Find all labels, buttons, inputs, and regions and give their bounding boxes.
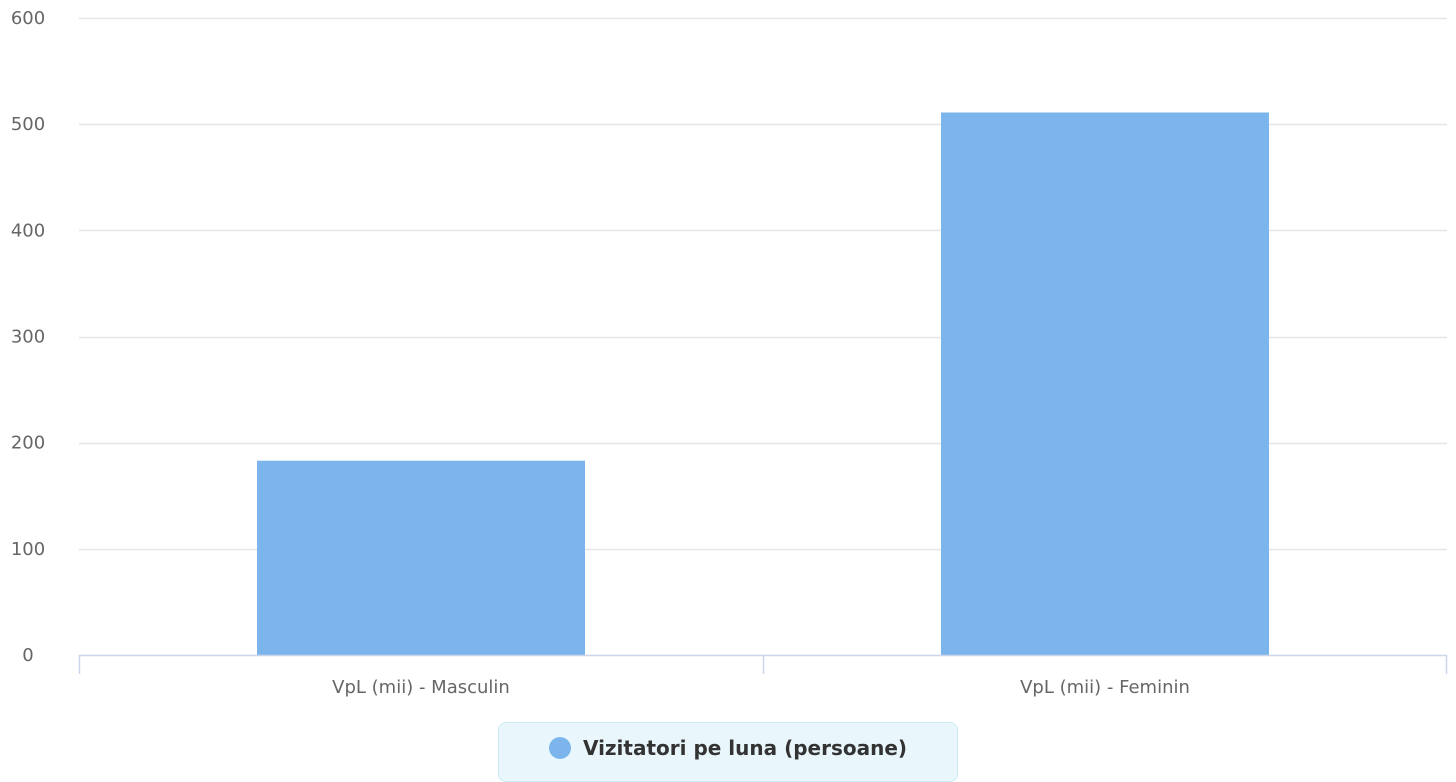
bar[interactable] bbox=[257, 460, 585, 655]
y-axis-tick-labels: 0 100 200 300 400 500 600 bbox=[11, 8, 45, 666]
bar[interactable] bbox=[941, 112, 1269, 655]
y-tick-label: 500 bbox=[11, 114, 45, 135]
legend-label: Vizitatori pe luna (persoane) bbox=[582, 736, 908, 760]
y-tick-label: 600 bbox=[11, 8, 45, 29]
y-tick-label: 100 bbox=[11, 539, 45, 560]
x-axis bbox=[78, 654, 1448, 674]
y-tick-label: 400 bbox=[11, 220, 45, 241]
legend-marker-circle bbox=[548, 737, 571, 759]
bar-chart: 0 100 200 300 400 500 600 VpL (mii) - Masculin… bbox=[11, 8, 1448, 698]
x-axis-tick-labels: VpL (mii) - Masculin VpL (mii) - Feminin bbox=[332, 677, 1190, 698]
y-tick-label: 0 bbox=[22, 645, 33, 666]
legend[interactable]: Vizitatori pe luna (persoane) bbox=[498, 722, 958, 782]
x-tick-label: VpL (mii) - Masculin bbox=[332, 677, 510, 698]
x-tick-label: VpL (mii) - Feminin bbox=[1020, 677, 1190, 698]
y-tick-label: 200 bbox=[11, 433, 45, 454]
y-tick-label: 300 bbox=[11, 327, 45, 348]
bars bbox=[257, 112, 1269, 655]
